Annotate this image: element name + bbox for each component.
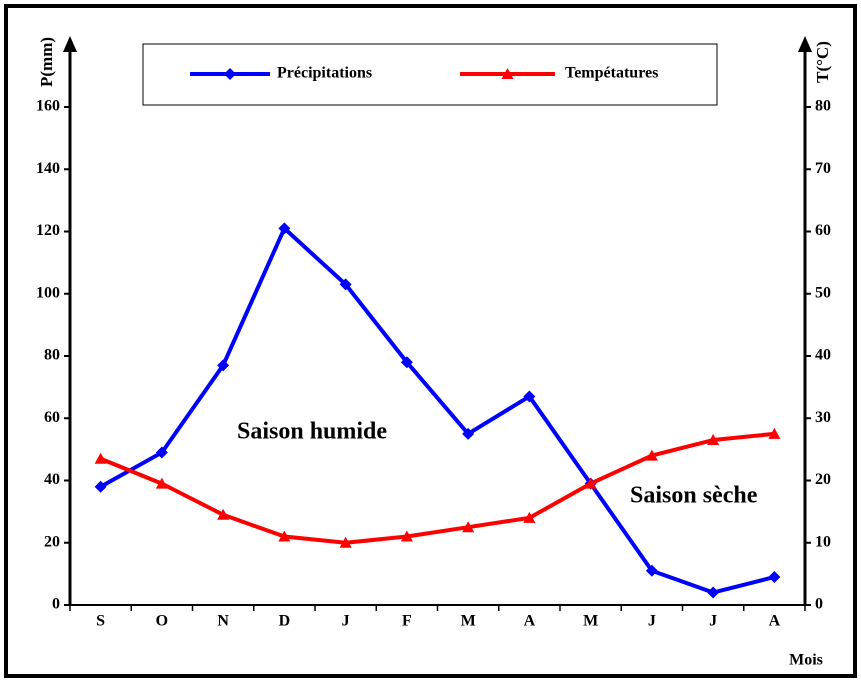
- point: [217, 359, 230, 372]
- y-tick-label: 0: [52, 596, 60, 613]
- x-tick-label: M: [461, 613, 476, 630]
- y-tick-label: 140: [36, 160, 60, 177]
- x-axis-label: Mois: [789, 652, 823, 669]
- point: [155, 446, 168, 459]
- point: [523, 511, 536, 523]
- x-tick-label: A: [769, 613, 781, 630]
- legend-marker: [501, 68, 514, 79]
- frame: [4, 4, 857, 678]
- x-tick-label: J: [709, 613, 717, 630]
- x-tick-label: F: [402, 613, 412, 630]
- y2-tick-label: 50: [815, 284, 831, 301]
- y-axis-arrow: [63, 36, 77, 52]
- legend-label: Précipitations: [277, 65, 372, 82]
- x-tick-label: M: [583, 613, 598, 630]
- y-axis-label: P(mm): [37, 37, 56, 87]
- line: [99, 431, 775, 545]
- legend-marker: [224, 68, 236, 80]
- point: [400, 530, 413, 542]
- y2-tick-label: 10: [815, 533, 831, 550]
- point: [645, 564, 658, 577]
- point: [645, 449, 658, 461]
- point: [707, 434, 720, 446]
- annotation: Saison humide: [237, 419, 387, 445]
- point: [768, 427, 781, 439]
- point: [462, 427, 475, 440]
- point: [278, 222, 291, 235]
- y2-tick-label: 30: [815, 409, 831, 426]
- x-tick-label: O: [156, 613, 168, 630]
- y2-tick-label: 70: [815, 160, 831, 177]
- x-tick-label: J: [342, 613, 350, 630]
- point: [217, 508, 230, 520]
- y2-tick-label: 60: [815, 222, 831, 239]
- y-tick-label: 40: [44, 471, 60, 488]
- x-tick-label: A: [524, 613, 536, 630]
- y2-axis-label: T(°C): [813, 41, 832, 83]
- point: [707, 586, 720, 599]
- legend-label: Tempétatures: [565, 65, 658, 82]
- point: [94, 480, 107, 493]
- y2-tick-label: 80: [815, 98, 831, 115]
- point: [400, 356, 413, 369]
- y2-axis-arrow: [798, 36, 812, 52]
- y-tick-label: 20: [44, 533, 60, 550]
- y-tick-label: 160: [36, 98, 60, 115]
- point: [94, 452, 107, 464]
- annotation: Saison sèche: [630, 483, 758, 509]
- y2-tick-label: 40: [815, 347, 831, 364]
- point: [768, 570, 781, 583]
- x-tick-label: J: [648, 613, 656, 630]
- point: [523, 390, 536, 403]
- point: [339, 536, 352, 548]
- line: [99, 226, 775, 595]
- point: [339, 278, 352, 291]
- x-tick-label: N: [217, 613, 229, 630]
- y2-tick-label: 20: [815, 471, 831, 488]
- y-tick-label: 120: [36, 222, 60, 239]
- y2-tick-label: 0: [815, 596, 823, 613]
- point: [155, 477, 168, 489]
- x-tick-label: D: [279, 613, 291, 630]
- y-tick-label: 60: [44, 409, 60, 426]
- y-tick-label: 100: [36, 284, 60, 301]
- y-tick-label: 80: [44, 347, 60, 364]
- point: [584, 477, 597, 489]
- point: [278, 530, 291, 542]
- point: [462, 521, 475, 533]
- x-tick-label: S: [96, 613, 105, 630]
